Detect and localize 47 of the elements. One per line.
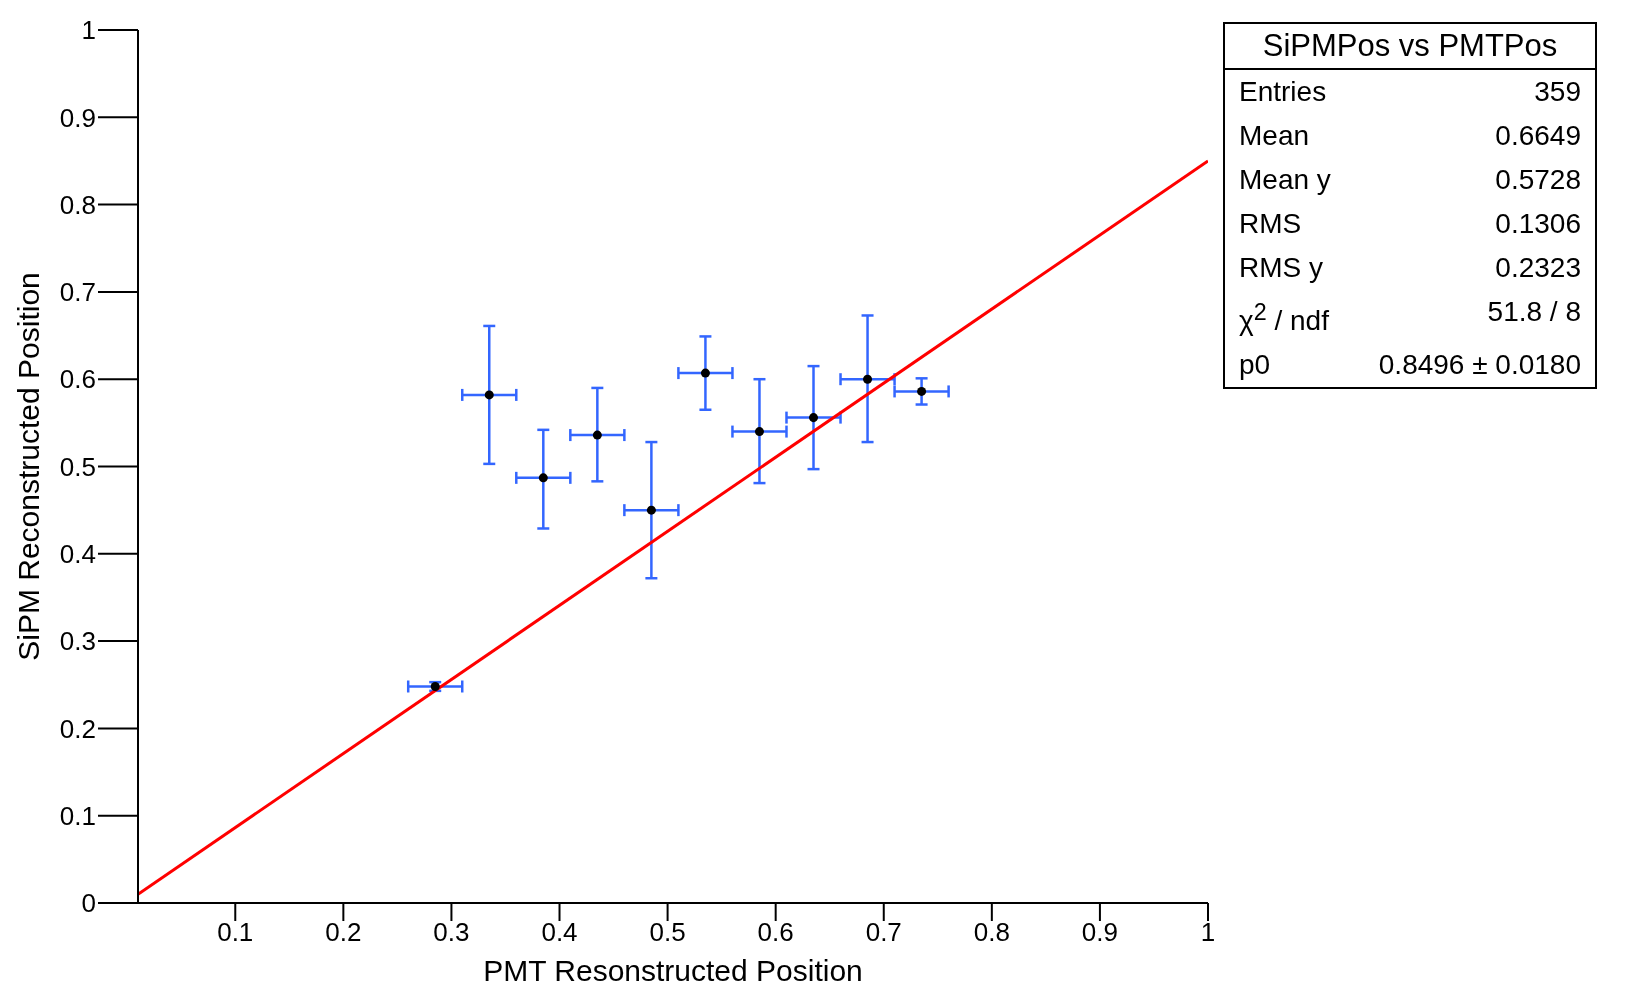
point bbox=[863, 374, 873, 384]
text: 359 bbox=[1534, 75, 1581, 109]
x-tick-label: 0.8 bbox=[973, 917, 1010, 948]
x-tick-label: 0.6 bbox=[757, 917, 794, 948]
point bbox=[700, 368, 710, 378]
y-tick-label: 0.2 bbox=[59, 713, 96, 744]
y-tick-label: 0.7 bbox=[59, 277, 96, 308]
text: SiPMPos vs PMTPos bbox=[1225, 24, 1595, 70]
text: RMS y bbox=[1239, 251, 1323, 285]
point bbox=[808, 413, 819, 423]
text: RMS bbox=[1239, 207, 1302, 241]
text: 0.8496 ± 0.0180 bbox=[1378, 348, 1581, 383]
y-tick-label: 0.6 bbox=[59, 364, 96, 395]
x-tick-label: 1 bbox=[1200, 917, 1216, 948]
y-axis-title: SiPM Reconstructed Position bbox=[11, 272, 45, 661]
x-axis-title: PMT Resonstructed Position bbox=[483, 954, 863, 987]
x-tick-label: 0.2 bbox=[325, 917, 362, 948]
point bbox=[484, 390, 494, 400]
y-tick-label: 0.4 bbox=[59, 539, 96, 570]
text: 0.1306 bbox=[1495, 207, 1581, 241]
point bbox=[917, 386, 927, 396]
y-tick-label: 0.5 bbox=[59, 451, 96, 482]
point bbox=[646, 505, 656, 515]
y-tick-label: 0.3 bbox=[59, 626, 96, 657]
y-tick-label: 0.1 bbox=[59, 800, 96, 831]
text: 0.6649 bbox=[1495, 119, 1581, 153]
point bbox=[538, 473, 548, 483]
point bbox=[754, 427, 764, 437]
x-tick-label: 0.4 bbox=[541, 917, 578, 948]
x-tick-label: 0.9 bbox=[1081, 917, 1118, 948]
y-tick-label: 0.8 bbox=[59, 189, 96, 220]
y-tick-label: 0.9 bbox=[59, 102, 96, 133]
y-tick-label: 0 bbox=[81, 888, 96, 919]
text: p0 bbox=[1239, 348, 1271, 383]
text: Entries bbox=[1239, 75, 1327, 109]
point bbox=[592, 430, 602, 440]
text: 51.8 / 8 bbox=[1487, 295, 1581, 329]
x-tick-label: 0.3 bbox=[433, 917, 470, 948]
x-tick-label: 0.5 bbox=[649, 917, 686, 948]
y-tick-label: 1 bbox=[81, 15, 96, 46]
text: χ$^{2}$ / ndf bbox=[1239, 298, 1329, 339]
text: 0.2323 bbox=[1495, 251, 1581, 285]
text: Mean bbox=[1239, 119, 1310, 153]
x-tick-label: 0.1 bbox=[217, 917, 254, 948]
x-tick-label: 0.7 bbox=[865, 917, 902, 948]
text: 0.5728 bbox=[1495, 163, 1581, 197]
text: Mean y bbox=[1239, 163, 1331, 197]
